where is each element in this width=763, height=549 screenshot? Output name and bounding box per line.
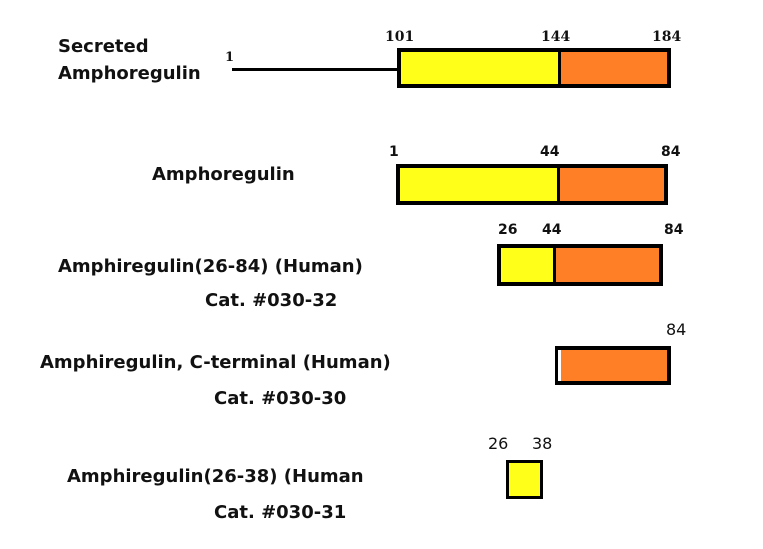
construct-4-catalog: Cat. #030-30 [214,388,347,409]
construct-2-c-terminal-segment [560,168,664,201]
construct-3-tick-44: 44 [542,222,562,238]
construct-5-catalog: Cat. #030-31 [214,502,347,523]
construct-1-n-terminal-segment [401,52,561,84]
construct-3-tick-84: 84 [664,222,684,238]
construct-4-tick-84: 84 [666,320,687,339]
construct-3-n-terminal-segment [501,248,556,282]
construct-2-tick-44: 44 [540,144,560,160]
construct-3-catalog: Cat. #030-32 [205,290,338,311]
construct-1-label-line2: Amphoregulin [58,63,201,84]
construct-1-domain-bar [397,48,671,88]
construct-5-label-prefix: Amphiregulin(26- [67,466,245,487]
construct-1-label-line1: Secreted [58,36,149,57]
construct-2-tick-1: 1 [389,144,399,160]
construct-2-tick-84: 84 [661,144,681,160]
construct-5-domain-bar [506,460,543,499]
construct-4-c-terminal-segment [558,350,667,381]
construct-2-label: Amphoregulin [152,164,295,185]
construct-1-start-label: 1 [225,50,235,65]
construct-5-label-suffix: 38) (Human [244,466,364,487]
construct-5-n-terminal-segment [509,463,540,496]
construct-5-label: Amphiregulin(26-38) (Human [67,466,364,488]
construct-3-c-terminal-segment [556,248,659,282]
construct-1-tick-101: 101 [385,29,415,45]
construct-3-label: Amphiregulin(26-84) (Human) [58,256,363,277]
construct-1-c-terminal-segment [561,52,667,84]
construct-3-domain-bar [497,244,663,286]
construct-3-tick-26: 26 [498,222,518,238]
construct-5-tick-38: 38 [532,434,553,453]
construct-1-tick-184: 184 [652,29,682,45]
construct-1-precursor-line [232,68,400,71]
construct-5-tick-26: 26 [488,434,509,453]
construct-4-domain-bar [555,346,671,385]
construct-1-tick-144: 144 [541,29,571,45]
construct-4-label: Amphiregulin, C-terminal (Human) [40,352,391,373]
construct-2-n-terminal-segment [400,168,560,201]
construct-2-domain-bar [396,164,668,205]
